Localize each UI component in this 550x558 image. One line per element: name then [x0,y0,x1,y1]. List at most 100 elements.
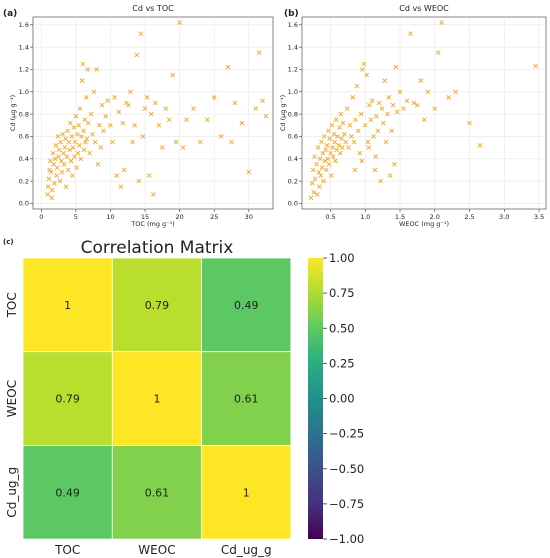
data-point [392,162,397,167]
x-tick-label: 3.5 [534,213,544,221]
data-point [59,169,65,175]
data-point [77,143,82,148]
heatmap-cell [22,351,113,446]
data-point [404,98,410,104]
data-point [349,134,354,139]
data-point [64,154,70,159]
data-point [330,145,335,150]
colorbar-tick-label: −0.25 [329,427,364,441]
heatmap-cell [22,257,113,353]
colorbar-tick-label: 0.25 [329,356,355,370]
data-point [84,136,90,141]
data-point [184,117,189,123]
data-point [151,192,156,197]
data-point [74,131,80,137]
data-point [346,145,351,150]
y-tick-label: 0.2 [288,177,298,185]
data-point [357,150,363,156]
data-point [166,117,172,123]
data-point [260,98,265,104]
data-point [132,122,137,128]
data-point [177,20,182,25]
data-point [73,114,79,119]
data-point [114,173,120,178]
data-point [60,131,66,137]
x-tick-label: 20 [175,213,183,221]
row-label: TOC [5,292,19,318]
data-point [68,120,73,126]
data-point [422,117,427,123]
data-point [74,165,79,171]
data-point [163,106,169,111]
column-label: TOC [54,543,80,557]
data-point [99,102,105,108]
data-point [338,111,344,117]
x-axis-label: WEOC (mg g⁻¹) [399,220,449,228]
data-point [310,181,315,186]
data-point [48,169,54,175]
data-point [72,154,77,159]
data-point [335,134,340,139]
panel-label-a: (a) [3,9,17,19]
data-point [310,167,316,173]
data-point [321,134,327,139]
data-point [198,139,203,145]
data-point [435,50,441,56]
data-point [355,128,361,134]
data-point [170,72,176,78]
data-point [379,106,385,111]
data-point [54,173,59,178]
x-tick-label: 2.5 [464,213,474,221]
data-point [365,139,371,145]
data-point [253,106,259,111]
data-point [90,131,95,137]
colorbar-tick-label: 0.75 [329,286,355,300]
data-point [65,128,70,134]
scatter-points [308,20,538,201]
data-point [56,147,62,153]
data-point [393,64,399,70]
data-point [415,102,420,108]
data-point [85,67,90,72]
data-point [411,100,417,106]
y-tick-label: 0.0 [288,200,298,208]
data-point [375,128,381,134]
data-point [340,120,346,126]
data-point [128,89,133,95]
data-point [63,184,69,189]
data-point [55,134,61,139]
colorbar-ticks: 1.00 0.75 0.50 0.25 0.00 −0.25 −0.50 −0.75 −1.00 [323,251,364,546]
data-point [337,150,343,156]
data-point [373,154,379,159]
data-point [316,169,322,175]
data-point [319,139,324,145]
data-point [120,120,126,126]
data-point [339,136,344,141]
data-point [79,134,84,139]
data-point [88,111,94,117]
data-point [453,89,458,95]
data-point [121,167,127,173]
data-point [314,162,319,167]
data-point [351,139,357,145]
data-point [142,106,148,111]
heatmap-cell [201,351,292,446]
grid-lines [33,17,273,209]
data-point [239,120,245,126]
data-point [401,106,406,111]
data-point [376,100,382,106]
data-point [116,109,122,115]
y-tick-label: 0.4 [19,155,29,163]
plot-area [301,16,547,210]
data-point [67,147,72,153]
data-point [344,106,350,111]
data-point [77,106,83,111]
data-point [80,61,86,67]
colorbar-tick-label: 0.50 [329,321,355,335]
heatmap-cell [111,257,203,353]
heatmap-cells: 1 0.79 0.49 0.79 1 0.61 0.49 0.61 1 [22,257,292,540]
x-tick-label: 0 [39,213,43,221]
data-point [50,150,56,156]
y-tick-label: 1.0 [288,88,298,96]
data-point [317,184,322,189]
